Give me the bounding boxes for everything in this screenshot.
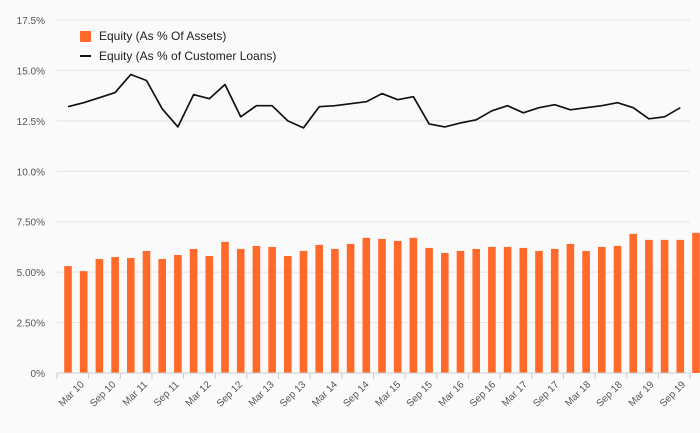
bar <box>95 259 104 373</box>
bar <box>645 239 653 373</box>
y-tick-label: 12.5% <box>17 117 45 128</box>
bar <box>503 246 512 373</box>
line-path <box>67 73 681 129</box>
bar <box>378 238 386 373</box>
legend: Equity (As % Of Assets) Equity (As % of … <box>80 26 276 66</box>
bar <box>598 246 606 373</box>
bar <box>692 232 700 373</box>
y-tick-label: 0% <box>31 369 46 380</box>
legend-label-loans: Equity (As % of Customer Loans) <box>99 49 277 63</box>
bar <box>535 250 543 373</box>
x-tick-label: Sep 17 <box>531 379 561 409</box>
line-series <box>67 73 681 129</box>
x-tick-label: Sep 10 <box>88 379 118 409</box>
bar <box>660 239 669 373</box>
x-tick-label: Mar 18 <box>563 379 593 409</box>
x-tick-label: Mar 16 <box>437 379 467 409</box>
y-tick-label: 7.50% <box>17 218 45 229</box>
y-tick-label: 17.5% <box>17 16 45 27</box>
bar <box>111 257 119 373</box>
bar <box>174 254 182 373</box>
bar <box>79 271 88 373</box>
x-tick-label: Sep 15 <box>405 379 435 409</box>
bar <box>189 248 198 373</box>
bar <box>315 244 323 373</box>
bar <box>284 256 292 373</box>
x-tick-label: Mar 14 <box>310 379 340 409</box>
bar <box>676 239 685 373</box>
legend-item-loans[interactable]: Equity (As % of Customer Loans) <box>80 46 276 66</box>
bar <box>629 233 637 373</box>
y-axis: 0% 2.50% 5.00% 7.50% 10.0% 12.5% 15.0% 17.5% <box>17 16 45 380</box>
bar <box>158 259 166 373</box>
bar <box>268 246 276 373</box>
x-tick-label: Mar 10 <box>57 379 87 409</box>
x-tick-label: Mar 13 <box>247 379 277 409</box>
bar <box>425 247 433 373</box>
y-tick-label: 2.50% <box>17 319 45 330</box>
bar <box>550 248 559 373</box>
bar <box>566 243 575 373</box>
x-tick-label: Sep 18 <box>595 379 625 409</box>
bar <box>64 266 72 373</box>
bar <box>331 248 339 373</box>
bar-series <box>64 232 700 373</box>
y-tick-label: 10.0% <box>17 167 45 178</box>
legend-swatch-bar <box>80 30 91 42</box>
bar <box>582 250 590 373</box>
bar <box>393 240 402 373</box>
x-tick-label: Sep 13 <box>278 379 308 409</box>
bar <box>519 247 528 373</box>
bar <box>488 246 496 373</box>
x-tick-label: Sep 12 <box>215 379 245 409</box>
bar <box>142 250 151 373</box>
bar <box>441 252 449 373</box>
bar <box>127 258 135 373</box>
y-tick-label: 15.0% <box>17 66 45 77</box>
bar <box>252 245 261 373</box>
x-tick-label: Sep 16 <box>468 379 498 409</box>
bar <box>613 245 622 373</box>
bar <box>472 248 480 373</box>
gridlines <box>57 19 690 374</box>
legend-label-assets: Equity (As % Of Assets) <box>99 29 227 43</box>
bar <box>456 250 465 373</box>
x-axis: Mar 10 Sep 10 Mar 11 Sep 11 Mar 12 Sep 12 Mar … <box>56 372 691 410</box>
bar <box>409 237 418 373</box>
x-tick-label: Sep 11 <box>152 379 182 409</box>
x-tick-label: Mar 19 <box>627 379 657 409</box>
legend-swatch-line <box>80 55 91 57</box>
bar <box>236 248 245 373</box>
bar <box>362 237 371 373</box>
x-tick-label: Mar 11 <box>121 379 151 409</box>
x-tick-label: Mar 12 <box>184 379 214 409</box>
bar <box>346 243 355 373</box>
bar <box>221 241 229 373</box>
x-tick-label: Sep 19 <box>658 379 688 409</box>
x-tick-label: Mar 15 <box>373 379 403 409</box>
legend-item-assets[interactable]: Equity (As % Of Assets) <box>80 26 276 46</box>
bar <box>299 250 308 373</box>
y-tick-label: 5.00% <box>17 268 45 279</box>
x-tick-label: Sep 14 <box>341 379 371 409</box>
x-tick-label: Mar 17 <box>500 379 530 409</box>
bar <box>205 256 214 373</box>
